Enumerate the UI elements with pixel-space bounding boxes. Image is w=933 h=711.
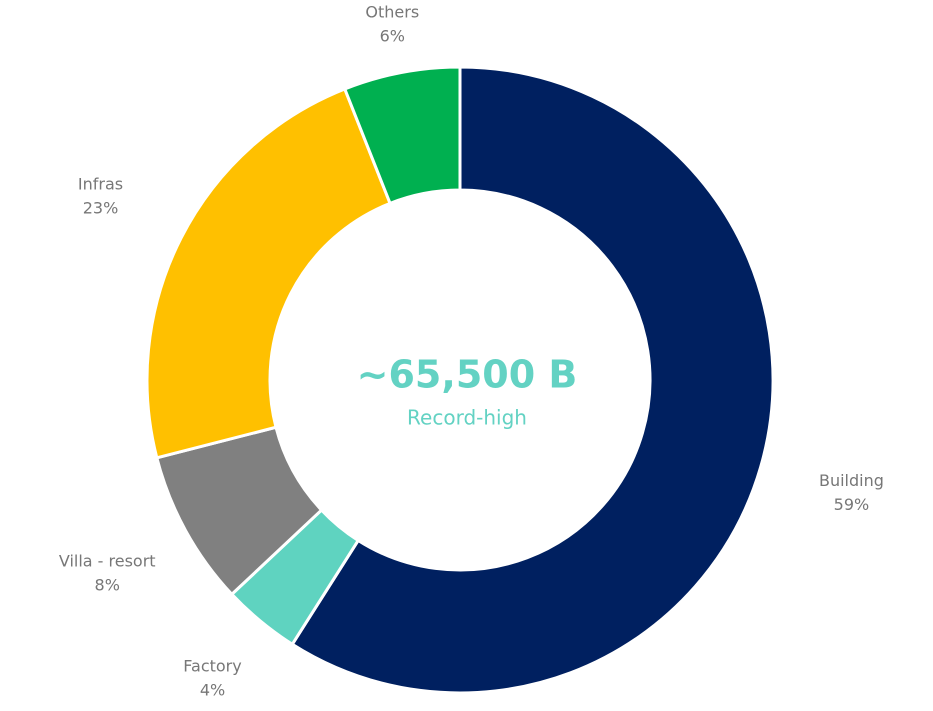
slice-label: Building xyxy=(819,471,884,490)
slice-value-label: 8% xyxy=(95,575,120,594)
center-subtitle: Record-high xyxy=(407,406,527,430)
slice-label: Infras xyxy=(78,174,123,193)
slice-label: Villa - resort xyxy=(59,551,156,570)
slice-value-label: 23% xyxy=(83,198,119,217)
slice xyxy=(342,65,462,206)
slice-value-label: 6% xyxy=(380,27,405,46)
slice-value-label: 59% xyxy=(834,495,870,514)
slice-label: Factory xyxy=(183,657,241,676)
slice-label: Others xyxy=(365,3,419,22)
slice-value-label: 4% xyxy=(200,681,225,700)
slice xyxy=(290,65,775,695)
slices xyxy=(145,65,775,695)
center-title: ~65,500 B xyxy=(357,353,578,397)
slice xyxy=(145,87,393,460)
